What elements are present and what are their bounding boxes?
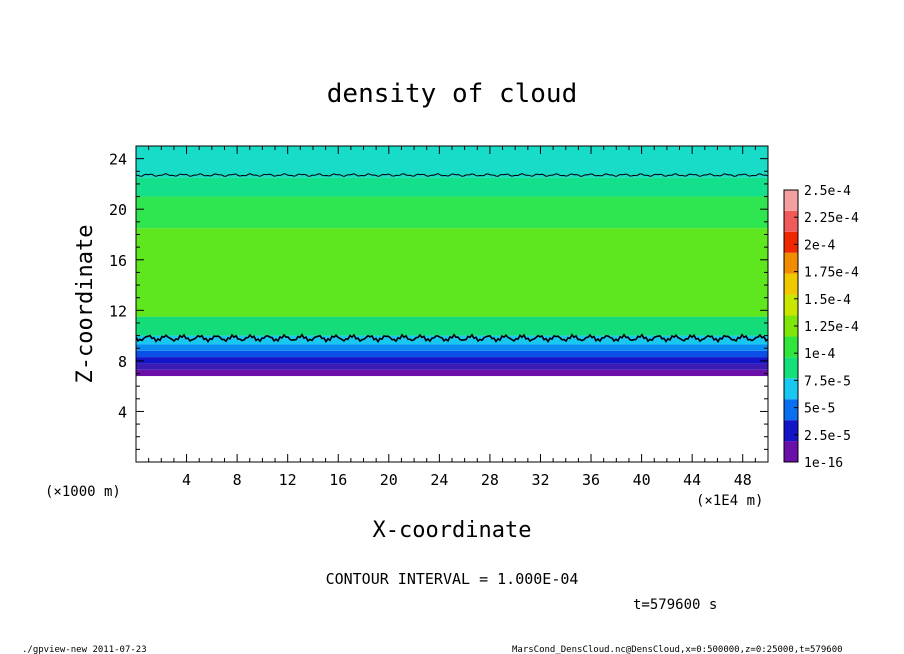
y-tick-label: 8 xyxy=(118,353,127,371)
density-band xyxy=(136,146,768,178)
colorbar-swatch xyxy=(784,190,798,211)
x-tick-label: 44 xyxy=(683,471,701,489)
colorbar-label: 2.25e-4 xyxy=(804,211,859,226)
x-tick-label: 36 xyxy=(582,471,600,489)
y-tick-label: 16 xyxy=(109,252,127,270)
colorbar-swatch xyxy=(784,210,798,232)
colorbar-swatch xyxy=(784,420,798,442)
density-band xyxy=(136,196,768,229)
x-tick-label: 48 xyxy=(734,471,752,489)
y-tick-label: 20 xyxy=(109,201,127,219)
colorbar-label: 1.5e-4 xyxy=(804,293,851,308)
x-tick-label: 16 xyxy=(329,471,347,489)
density-band xyxy=(136,350,768,358)
x-tick-label: 8 xyxy=(233,471,242,489)
colorbar-swatch xyxy=(784,315,798,337)
colorbar-swatch xyxy=(784,336,798,358)
colorbar-swatch xyxy=(784,231,798,253)
colorbar-label: 5e-5 xyxy=(804,402,835,417)
colorbar: 1e-16 2.5e-5 5e-5 7.5e-5 1e-4 1.25e-4 1.5e-4 1.… xyxy=(783,184,859,471)
y-units-label: (×1000 m) xyxy=(45,484,121,500)
density-band xyxy=(136,177,768,197)
y-tick-label: 4 xyxy=(118,403,127,421)
colorbar-label: 2.5e-4 xyxy=(804,184,851,199)
density-band xyxy=(136,363,768,370)
density-bands xyxy=(136,146,768,377)
chart-title: density of cloud xyxy=(327,79,577,109)
density-band xyxy=(136,316,768,336)
colorbar-swatch xyxy=(784,399,798,421)
plot-area xyxy=(136,146,768,377)
x-tick-label: 12 xyxy=(279,471,297,489)
density-band xyxy=(136,369,768,377)
density-band xyxy=(136,357,768,364)
colorbar-label: 1.75e-4 xyxy=(804,266,859,281)
contour-interval-text: CONTOUR INTERVAL = 1.000E-04 xyxy=(326,570,579,588)
density-band xyxy=(136,344,768,351)
colorbar-label: 1e-16 xyxy=(804,456,843,471)
colorbar-swatch xyxy=(784,357,798,379)
x-tick-label: 40 xyxy=(633,471,651,489)
colorbar-swatch xyxy=(784,273,798,295)
y-tick-label: 12 xyxy=(109,302,127,320)
density-band xyxy=(136,335,768,345)
colorbar-swatch xyxy=(784,294,798,316)
x-units-label: (×1E4 m) xyxy=(696,493,763,509)
colorbar-label: 7.5e-5 xyxy=(804,374,851,389)
x-tick-label: 4 xyxy=(182,471,191,489)
y-axis-ticks: 4 8 12 16 20 24 xyxy=(109,151,768,450)
colorbar-swatch xyxy=(784,252,798,274)
contour-lines xyxy=(136,173,768,344)
footer-right: MarsCond_DensCloud.nc@DensCloud,x=0:5000… xyxy=(512,645,843,654)
x-tick-label: 32 xyxy=(531,471,549,489)
colorbar-label: 2.5e-5 xyxy=(804,429,851,444)
x-axis-ticks: 4 8 12 16 20 24 28 32 36 40 44 48 xyxy=(148,146,756,489)
x-axis-label: X-coordinate xyxy=(373,518,532,543)
contour-line xyxy=(136,333,768,344)
density-band xyxy=(136,228,768,317)
colorbar-label: 1e-4 xyxy=(804,347,835,362)
x-tick-label: 24 xyxy=(430,471,448,489)
footer-left: ./gpview-new 2011-07-23 xyxy=(22,645,147,654)
contour-line xyxy=(136,173,768,178)
time-label: t=579600 s xyxy=(633,597,717,613)
x-tick-label: 28 xyxy=(481,471,499,489)
y-tick-label: 24 xyxy=(109,151,127,169)
colorbar-label: 1.25e-4 xyxy=(804,320,859,335)
x-tick-label: 20 xyxy=(380,471,398,489)
colorbar-swatch xyxy=(784,378,798,400)
colorbar-label: 2e-4 xyxy=(804,238,835,253)
colorbar-swatch xyxy=(784,441,798,462)
y-axis-label: Z-coordinate xyxy=(73,225,98,384)
